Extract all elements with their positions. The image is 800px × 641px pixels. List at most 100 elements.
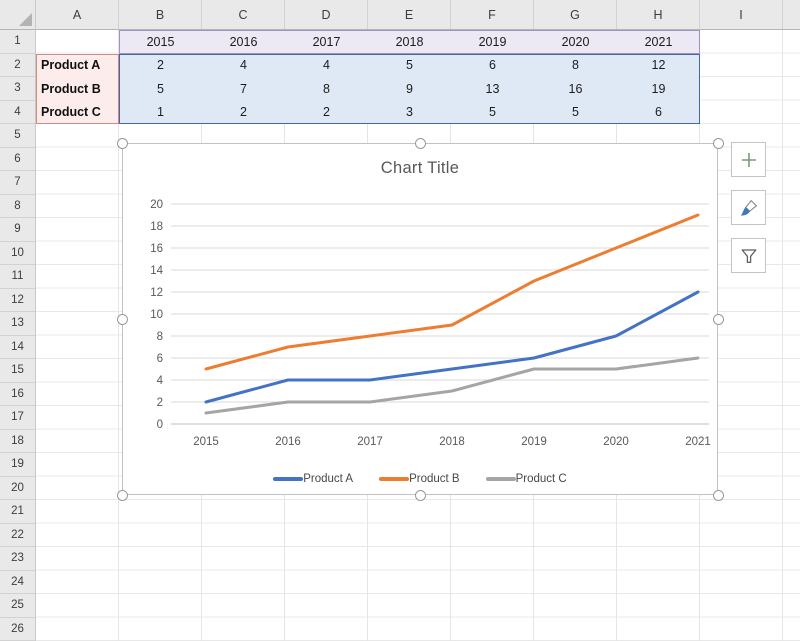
row-header-11[interactable]: 11 (0, 265, 35, 289)
row-header-14[interactable]: 14 (0, 336, 35, 359)
cell-year-2016[interactable]: 2016 (229, 34, 258, 49)
row-header-13[interactable]: 13 (0, 312, 35, 336)
column-header-b[interactable]: B (119, 0, 202, 29)
cell-value[interactable]: 13 (485, 81, 500, 96)
y-axis-tick-label: 10 (150, 309, 163, 321)
chart-resize-handle[interactable] (116, 313, 128, 325)
cell-value[interactable]: 5 (157, 81, 164, 96)
x-axis-tick-label: 2017 (357, 436, 383, 448)
chart-source-series-name-range[interactable] (36, 53, 119, 124)
cell-value[interactable]: 9 (406, 81, 413, 96)
cell-year-2015[interactable]: 2015 (146, 34, 175, 49)
select-all-triangle-icon (19, 13, 32, 26)
series-line-product-a[interactable] (204, 290, 700, 404)
cell-value[interactable]: 5 (406, 58, 413, 73)
chart-resize-handle[interactable] (712, 313, 724, 325)
cell-year-2020[interactable]: 2020 (561, 34, 590, 49)
column-header-i[interactable]: I (700, 0, 783, 29)
cell-value[interactable]: 2 (240, 105, 247, 120)
chart-resize-handle[interactable] (116, 489, 128, 501)
x-axis-tick-label: 2021 (685, 436, 711, 448)
row-header-20[interactable]: 20 (0, 477, 35, 500)
legend-item-product-a[interactable]: Product A (273, 473, 353, 485)
selected-line-chart[interactable]: Chart Title 0 2 4 6 8 10 12 14 16 18 20 2015 2016 201… (122, 143, 718, 495)
column-header-h[interactable]: H (617, 0, 700, 29)
chart-elements-button[interactable] (731, 142, 766, 177)
y-axis-tick-label: 8 (157, 331, 163, 343)
cell-value[interactable]: 5 (572, 105, 579, 120)
cell-value[interactable]: 6 (655, 105, 662, 120)
row-header-25[interactable]: 25 (0, 594, 35, 618)
row-header-4[interactable]: 4 (0, 101, 35, 124)
column-header-c[interactable]: C (202, 0, 285, 29)
legend-item-product-b[interactable]: Product B (379, 473, 460, 485)
cell-year-2018[interactable]: 2018 (395, 34, 424, 49)
row-header-18[interactable]: 18 (0, 430, 35, 453)
chart-resize-handle[interactable] (712, 489, 724, 501)
row-header-3[interactable]: 3 (0, 77, 35, 101)
cell-value[interactable]: 19 (651, 81, 666, 96)
row-header-10[interactable]: 10 (0, 242, 35, 265)
row-header-16[interactable]: 16 (0, 383, 35, 406)
cell-value[interactable]: 16 (568, 81, 583, 96)
row-header-12[interactable]: 12 (0, 289, 35, 312)
row-header-21[interactable]: 21 (0, 500, 35, 524)
row-header-6[interactable]: 6 (0, 148, 35, 171)
cell-product-label[interactable]: Product C (41, 105, 101, 120)
column-header-e[interactable]: E (368, 0, 451, 29)
cell-value[interactable]: 8 (323, 81, 330, 96)
cell-value[interactable]: 5 (489, 105, 496, 120)
cell-value[interactable]: 4 (240, 58, 247, 73)
row-header-2[interactable]: 2 (0, 54, 35, 77)
column-header-g[interactable]: G (534, 0, 617, 29)
row-header-23[interactable]: 23 (0, 547, 35, 571)
column-header-f[interactable]: F (451, 0, 534, 29)
chart-resize-handle[interactable] (116, 137, 128, 149)
row-header-9[interactable]: 9 (0, 218, 35, 242)
funnel-icon (739, 246, 759, 266)
y-axis-tick-label: 20 (150, 199, 163, 211)
chart-filters-button[interactable] (731, 238, 766, 273)
chart-resize-handle[interactable] (414, 137, 426, 149)
cell-value[interactable]: 2 (323, 105, 330, 120)
row-header-22[interactable]: 22 (0, 524, 35, 547)
row-header-8[interactable]: 8 (0, 195, 35, 218)
row-header-5[interactable]: 5 (0, 124, 35, 148)
row-header-26[interactable]: 26 (0, 618, 35, 641)
row-header-24[interactable]: 24 (0, 571, 35, 594)
x-axis-tick-label: 2016 (275, 436, 301, 448)
series-line-product-c[interactable] (204, 356, 700, 415)
chart-title[interactable]: Chart Title (380, 159, 460, 177)
cell-year-2019[interactable]: 2019 (478, 34, 507, 49)
cell-product-label[interactable]: Product A (41, 58, 101, 73)
cell-year-2017[interactable]: 2017 (312, 34, 341, 49)
cell-value[interactable]: 3 (406, 105, 413, 120)
chart-resize-handle[interactable] (414, 489, 426, 501)
chart-source-values-range[interactable] (119, 53, 700, 124)
chart-styles-button[interactable] (731, 190, 766, 225)
cell-value[interactable]: 12 (651, 58, 666, 73)
cell-value[interactable]: 2 (157, 58, 164, 73)
series-line-product-b[interactable] (204, 213, 700, 371)
row-header-15[interactable]: 15 (0, 359, 35, 383)
cell-value[interactable]: 8 (572, 58, 579, 73)
cell-value[interactable]: 1 (157, 105, 164, 120)
row-header-7[interactable]: 7 (0, 171, 35, 195)
chart-resize-handle[interactable] (712, 137, 724, 149)
select-all-button[interactable] (0, 0, 36, 30)
cell-product-label[interactable]: Product B (41, 81, 101, 96)
cell-value[interactable]: 6 (489, 58, 496, 73)
cell-value[interactable]: 4 (323, 58, 330, 73)
column-header-d[interactable]: D (285, 0, 368, 29)
y-axis-tick-label: 12 (150, 287, 163, 299)
row-header-19[interactable]: 19 (0, 453, 35, 477)
cell-value[interactable]: 7 (240, 81, 247, 96)
cell-year-2021[interactable]: 2021 (644, 34, 673, 49)
row-header-17[interactable]: 17 (0, 406, 35, 430)
column-header-a[interactable]: A (36, 0, 119, 29)
row-header-1[interactable]: 1 (0, 30, 35, 54)
legend-item-product-c[interactable]: Product C (485, 473, 567, 485)
chart-source-category-range[interactable] (119, 30, 700, 54)
chart-legend[interactable]: Product A Product B Product C (123, 473, 717, 485)
